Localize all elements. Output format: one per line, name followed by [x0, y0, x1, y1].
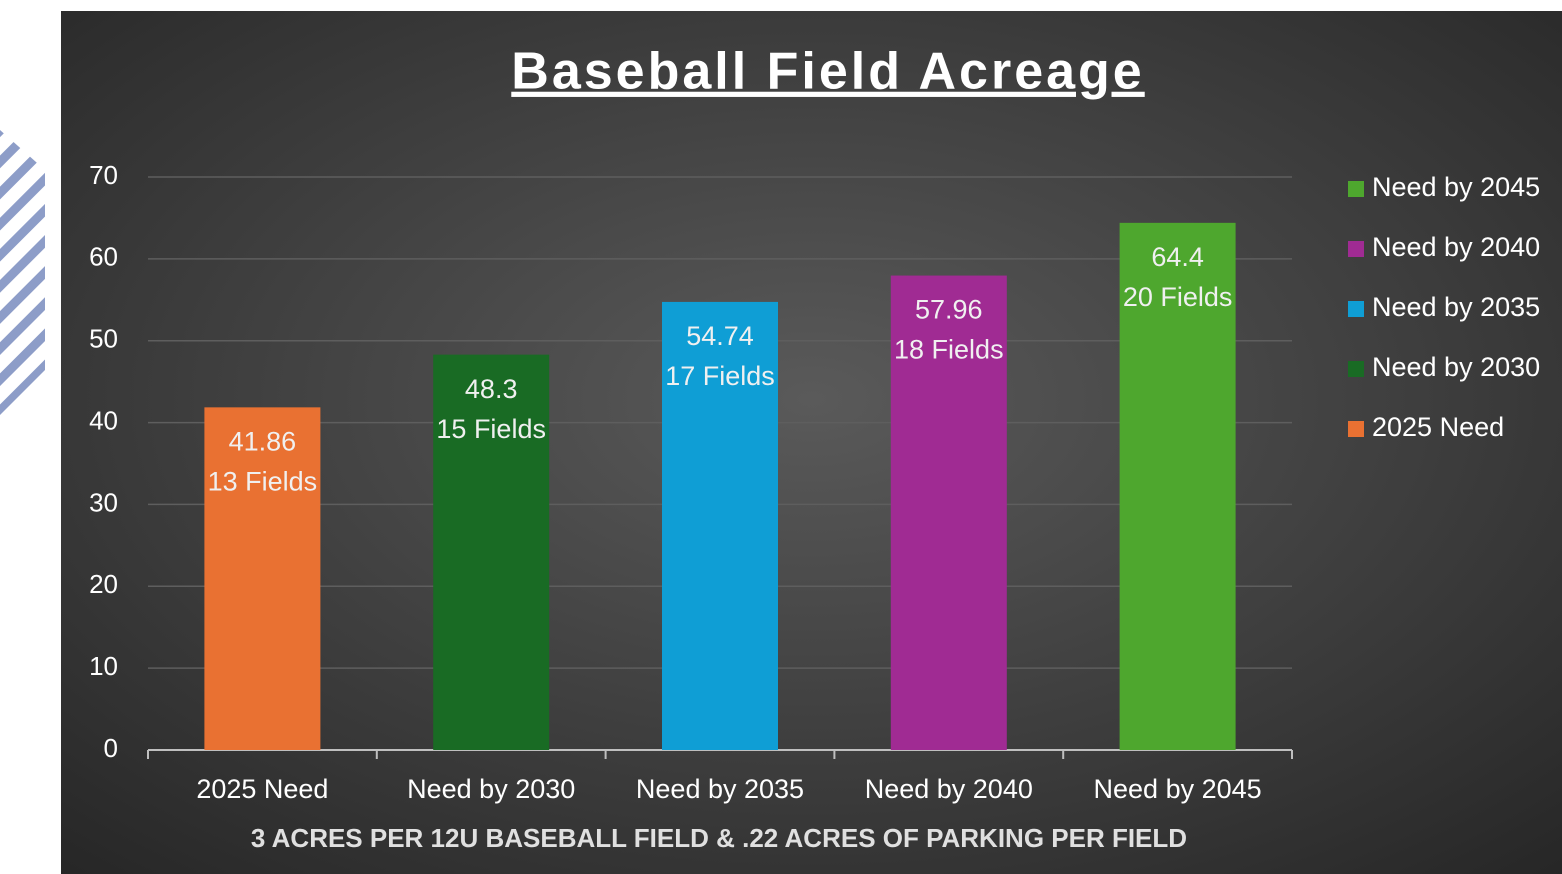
data-label: 54.74 — [686, 321, 754, 351]
field-label: 15 Fields — [436, 414, 546, 444]
legend-swatch — [1348, 421, 1364, 437]
legend-swatch — [1348, 361, 1364, 377]
legend-label: 2025 Need — [1372, 412, 1504, 442]
field-label: 18 Fields — [894, 335, 1004, 365]
x-tick-label: Need by 2045 — [1094, 774, 1262, 804]
bar — [204, 407, 321, 750]
bar — [1119, 222, 1236, 751]
data-label: 48.3 — [465, 374, 518, 404]
x-tick-label: Need by 2030 — [407, 774, 575, 804]
legend-label: Need by 2045 — [1372, 172, 1540, 202]
decoration — [0, 130, 45, 415]
field-label: 20 Fields — [1123, 282, 1233, 312]
data-label: 57.96 — [915, 295, 983, 325]
field-label: 17 Fields — [665, 361, 775, 391]
bar — [890, 275, 1007, 750]
y-tick-label: 50 — [89, 324, 118, 354]
y-tick-label: 60 — [89, 242, 118, 272]
legend-swatch — [1348, 301, 1364, 317]
x-tick-label: Need by 2040 — [865, 774, 1033, 804]
x-tick-label: Need by 2035 — [636, 774, 804, 804]
y-tick-label: 0 — [104, 733, 118, 763]
y-tick-label: 70 — [89, 160, 118, 190]
chart-title: Baseball Field Acreage — [511, 43, 1144, 101]
x-axis-title: 3 ACRES PER 12U BASEBALL FIELD & .22 ACR… — [251, 823, 1187, 853]
legend-label: Need by 2035 — [1372, 292, 1540, 322]
field-label: 13 Fields — [208, 466, 318, 496]
legend-label: Need by 2040 — [1372, 232, 1540, 262]
legend-label: Need by 2030 — [1372, 352, 1540, 382]
data-label: 64.4 — [1151, 242, 1204, 272]
legend-swatch — [1348, 241, 1364, 257]
legend-swatch — [1348, 181, 1364, 197]
bar — [433, 354, 550, 750]
y-tick-label: 10 — [89, 651, 118, 681]
y-tick-label: 40 — [89, 405, 118, 435]
y-tick-label: 20 — [89, 569, 118, 599]
bar — [662, 301, 778, 750]
y-tick-label: 30 — [89, 487, 118, 517]
data-label: 41.86 — [229, 426, 297, 456]
x-tick-label: 2025 Need — [196, 774, 328, 804]
